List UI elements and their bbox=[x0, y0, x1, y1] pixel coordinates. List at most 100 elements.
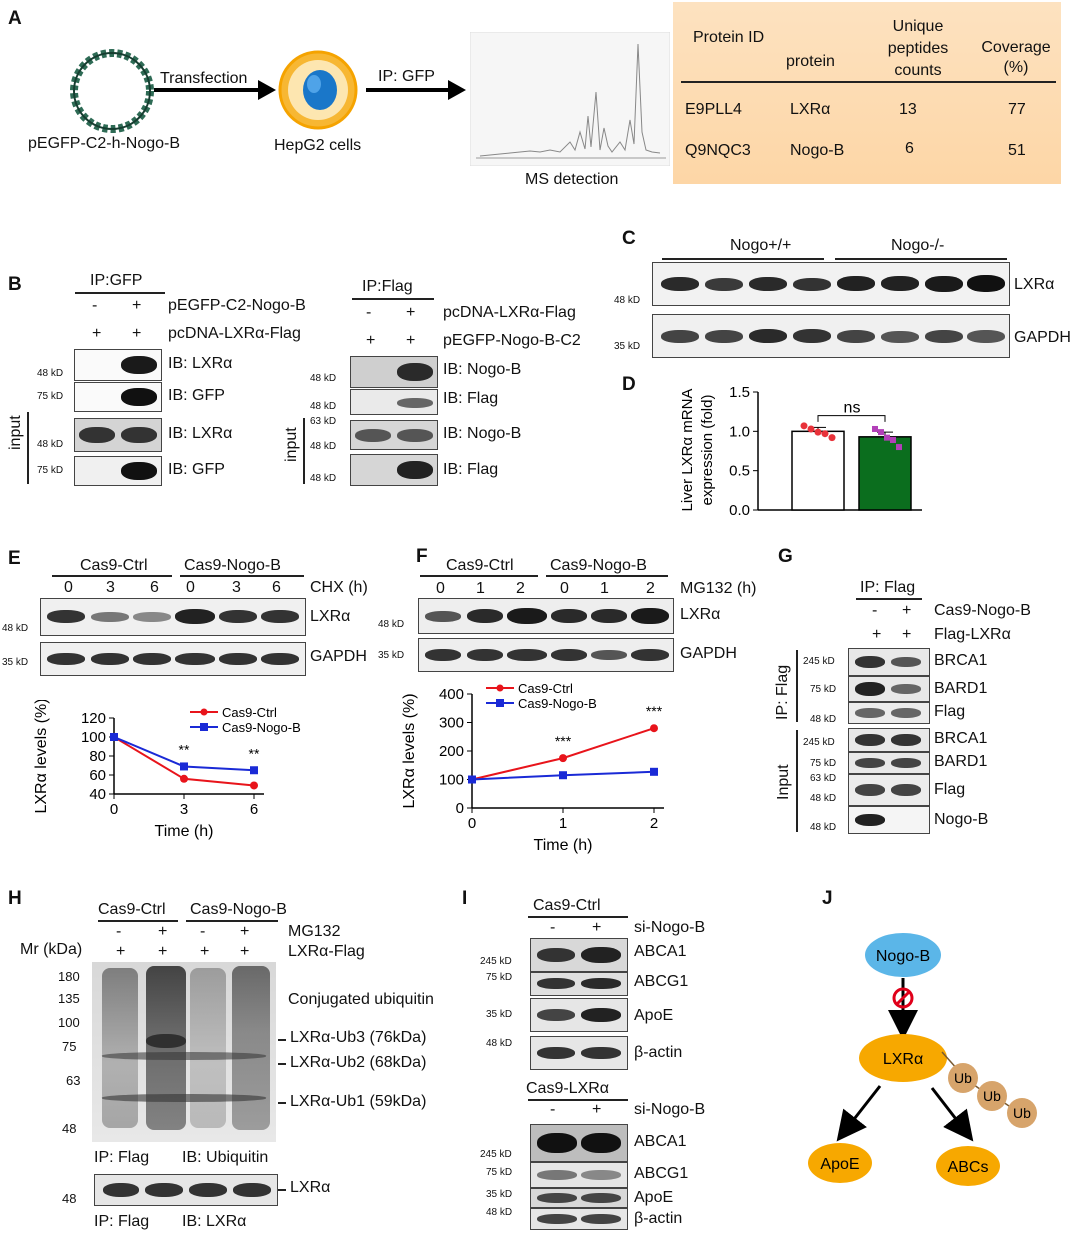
time-label: 0 bbox=[436, 580, 445, 597]
time-label: 1 bbox=[476, 580, 485, 597]
sign: + bbox=[116, 943, 126, 960]
blot-strip bbox=[530, 972, 628, 996]
ib-label: IB: GFP bbox=[168, 461, 225, 478]
sign: - bbox=[92, 297, 98, 314]
kd-label: 245 kD bbox=[803, 656, 835, 667]
blot-strip bbox=[74, 382, 162, 412]
sign: + bbox=[200, 943, 210, 960]
mr-marker: 180 bbox=[58, 969, 80, 984]
y-axis-label: expression (fold) bbox=[699, 395, 716, 506]
data-point bbox=[878, 429, 884, 436]
blot-strip bbox=[418, 598, 674, 634]
g-row1: Cas9-Nogo-B bbox=[934, 602, 1031, 619]
g-ip: IP: Flag bbox=[860, 579, 916, 596]
e-lxr-label: LXRα bbox=[310, 608, 351, 625]
ubiquitin-blot bbox=[92, 962, 276, 1142]
data-point bbox=[800, 422, 808, 430]
blot-strip bbox=[530, 1036, 628, 1070]
data-point bbox=[872, 425, 878, 432]
y-axis-label: Liver LXRα mRNA bbox=[679, 389, 696, 512]
kd-label: 48 kD bbox=[310, 401, 337, 412]
ib-label: IB: Nogo-B bbox=[443, 361, 522, 378]
blot-strip bbox=[74, 349, 162, 381]
data-point bbox=[884, 434, 890, 441]
ms-spectrum bbox=[470, 32, 670, 166]
blot-strip bbox=[530, 1124, 628, 1162]
pathway-diagram: Nogo-B LXRα Ub Ub Ub ApoE ABCs bbox=[808, 933, 1037, 1186]
data-point bbox=[559, 771, 567, 780]
mr-marker: 48 bbox=[62, 1191, 77, 1206]
x-axis-label: Time (h) bbox=[534, 837, 593, 854]
sign: + bbox=[406, 332, 416, 349]
f-group1: Cas9-Ctrl bbox=[446, 557, 514, 574]
kd-label: 48 kD bbox=[310, 473, 337, 484]
i-si-2: si-Nogo-B bbox=[634, 1101, 706, 1118]
kd-label: 48 kD bbox=[810, 714, 837, 725]
sign: + bbox=[132, 297, 142, 314]
blot-strip bbox=[848, 648, 930, 676]
blot-strip bbox=[652, 314, 1010, 358]
chart-e: 40 60 80 100 120 0 3 6 Time (h) LXRα levels (%) Ca… bbox=[33, 700, 301, 840]
panel-d-letter: D bbox=[622, 374, 636, 395]
legend-label: Cas9-Ctrl bbox=[222, 705, 277, 720]
i-label: ABCA1 bbox=[634, 1133, 687, 1150]
cell-coverage-1: 77 bbox=[1008, 101, 1026, 118]
data-point bbox=[250, 766, 258, 775]
data-point bbox=[180, 774, 188, 783]
blot-strip bbox=[350, 420, 438, 450]
cell-peptides-2: 6 bbox=[905, 140, 914, 157]
h-ip1: IP: Flag bbox=[94, 1149, 150, 1166]
legend-label: Cas9-Nogo-B bbox=[222, 720, 301, 735]
sign: + bbox=[366, 332, 376, 349]
i-label: ApoE bbox=[634, 1007, 674, 1024]
ib-label: IB: Flag bbox=[443, 461, 499, 478]
sign: - bbox=[116, 923, 122, 940]
kd-label: 48 kD bbox=[310, 441, 337, 452]
cell-id-1: E9PLL4 bbox=[685, 101, 742, 118]
significance-label: *** bbox=[646, 703, 663, 719]
time-label: 0 bbox=[64, 579, 73, 596]
y-tick-label: 100 bbox=[81, 729, 106, 746]
chart-d: 0.0 0.5 1.0 1.5 Liver LXRα mRNA expression (f… bbox=[679, 384, 922, 519]
bar bbox=[791, 430, 845, 511]
data-point bbox=[828, 434, 836, 442]
kd-label: 48 kD bbox=[310, 373, 337, 384]
x-axis-label: Time (h) bbox=[155, 823, 214, 840]
data-point bbox=[110, 733, 118, 741]
h-ib2: IB: LXRα bbox=[182, 1213, 247, 1230]
data-point bbox=[896, 444, 902, 451]
significance-label: *** bbox=[555, 733, 572, 749]
ib-label: IB: LXRα bbox=[168, 425, 233, 442]
h-lxr-label: LXRα bbox=[290, 1179, 331, 1196]
cell-peptides-1: 13 bbox=[899, 101, 917, 118]
h-mr: Mr (kDa) bbox=[20, 941, 83, 958]
kd-label: 245 kD bbox=[480, 1149, 512, 1160]
ib-label: IB: Nogo-B bbox=[443, 425, 522, 442]
bar bbox=[858, 436, 912, 511]
f-treatment: MG132 (h) bbox=[680, 580, 757, 597]
cell-protein-2: Nogo-B bbox=[790, 142, 845, 159]
ub-node bbox=[1007, 1098, 1037, 1128]
sign: + bbox=[592, 919, 602, 936]
i-group1: Cas9-Ctrl bbox=[533, 897, 601, 914]
significance-bracket bbox=[817, 415, 886, 422]
ib-label: IB: LXRα bbox=[168, 355, 233, 372]
data-point bbox=[821, 430, 829, 438]
th-protein-id: Protein ID bbox=[693, 29, 765, 46]
chart-f: 0 100 200 300 400 0 1 2 Time (h) LXRα levels (%) C… bbox=[401, 681, 664, 854]
data-point bbox=[650, 767, 658, 776]
kd-label: 75 kD bbox=[486, 972, 513, 983]
g-label: BRCA1 bbox=[934, 652, 988, 669]
x-tick-label: 0 bbox=[110, 801, 118, 818]
c-group1: Nogo+/+ bbox=[730, 237, 792, 254]
i-label: β-actin bbox=[634, 1210, 683, 1227]
kd-label: 245 kD bbox=[480, 956, 512, 967]
i-label: ABCG1 bbox=[634, 1165, 689, 1182]
kd-label: 245 kD bbox=[803, 737, 835, 748]
panel-a-letter: A bbox=[8, 8, 22, 29]
g-label: BRCA1 bbox=[934, 730, 988, 747]
c-gapdh-label: GAPDH bbox=[1014, 329, 1071, 346]
i-label: ABCG1 bbox=[634, 973, 689, 990]
sign: - bbox=[366, 304, 372, 321]
sign: - bbox=[550, 1101, 556, 1118]
